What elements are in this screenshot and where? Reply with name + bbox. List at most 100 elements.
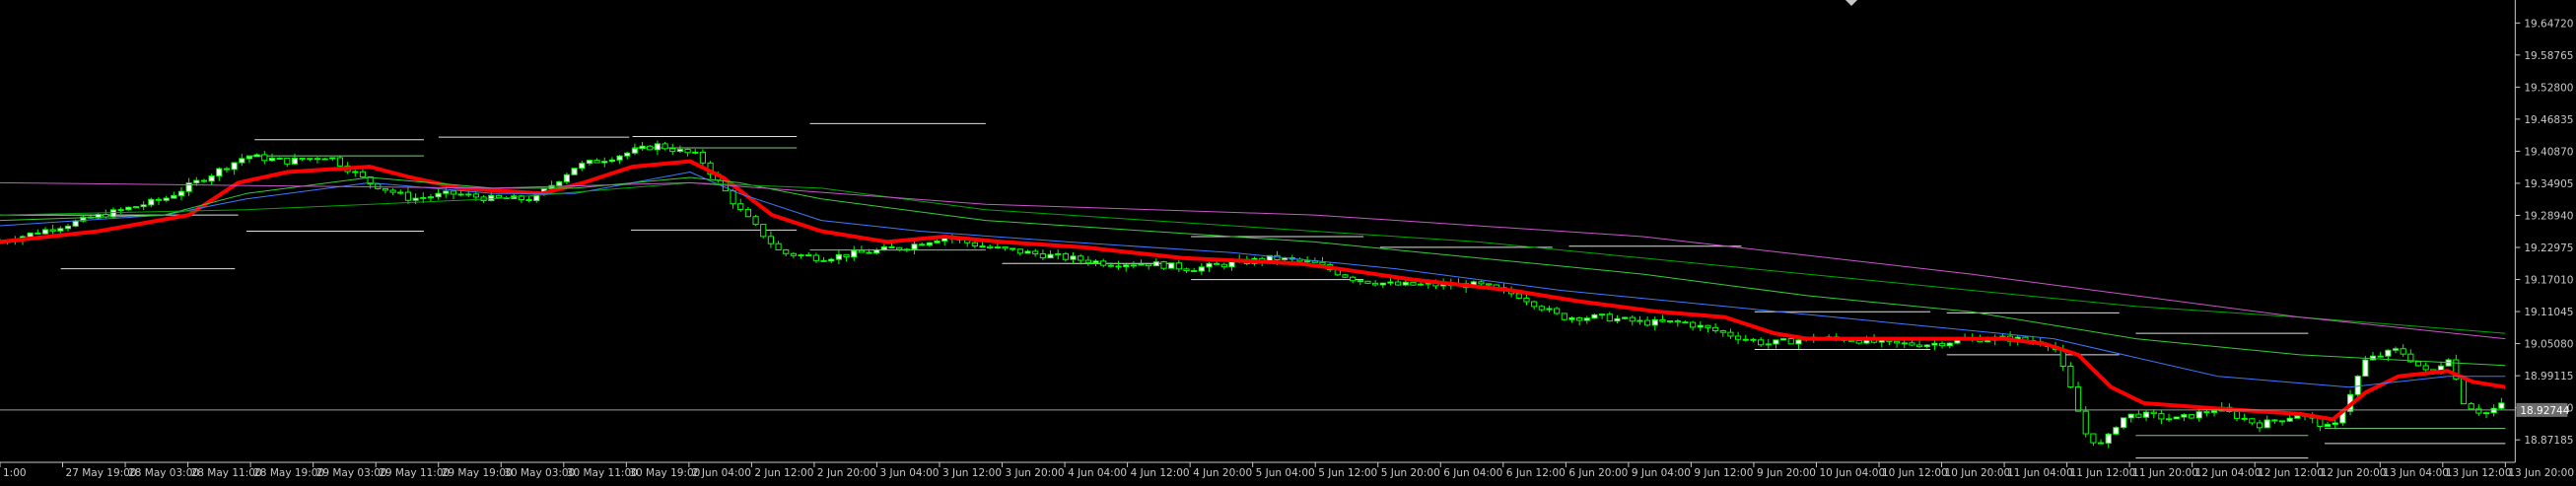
candle-body-155 — [1168, 262, 1175, 269]
moving-averages — [0, 159, 2506, 422]
candle-body-124 — [934, 240, 940, 243]
x-tick-label-26: 9 Jun 04:00 — [1632, 467, 1691, 479]
candle-body-329 — [2482, 412, 2490, 415]
x-tick-label-38: 13 Jun 04:00 — [2383, 467, 2449, 479]
candle-body-54 — [404, 191, 412, 201]
candle-body-39 — [291, 157, 299, 165]
y-tick-label-9: 19.11045 — [2524, 307, 2573, 318]
candle-body-75 — [563, 174, 571, 182]
candle-body-88 — [661, 143, 668, 150]
candle-body-120 — [903, 248, 910, 251]
x-tick-label-33: 11 Jun 12:00 — [2070, 467, 2136, 479]
current-price-label: 18.92744 — [2516, 402, 2570, 417]
x-tick-label-18: 4 Jun 12:00 — [1131, 467, 1190, 479]
candle-body-173 — [1304, 260, 1311, 263]
x-tick-label-6: 29 May 11:00 — [379, 467, 450, 479]
candle-body-92 — [692, 151, 699, 154]
x-tick-label-39: 13 Jun 12:00 — [2446, 467, 2512, 479]
candle-body-204 — [1538, 306, 1545, 311]
candle-body-97 — [730, 190, 736, 205]
chart-shift-marker-icon[interactable] — [1845, 0, 1857, 6]
x-tick-label-31: 10 Jun 20:00 — [1945, 467, 2011, 479]
candle-body-237 — [1787, 338, 1794, 345]
candle-body-292 — [2203, 411, 2210, 414]
candle-body-153 — [1152, 261, 1159, 267]
candle-body-229 — [1727, 331, 1734, 337]
candle-body-312 — [2354, 376, 2361, 395]
candle-body-154 — [1160, 261, 1167, 269]
x-tick-label-21: 5 Jun 12:00 — [1318, 467, 1377, 479]
candle-body-134 — [1010, 247, 1016, 250]
candle-body-317 — [2392, 348, 2400, 351]
candle-body-182 — [1372, 282, 1379, 286]
candle-body-48 — [359, 171, 367, 177]
x-tick-label-0: 1:00 — [3, 467, 27, 479]
candle-body-220 — [1659, 318, 1666, 322]
candle-body-130 — [979, 245, 986, 248]
candle-body-59 — [443, 190, 450, 194]
x-tick-label-40: 13 Jun 20:00 — [2508, 467, 2574, 479]
candle-body-84 — [631, 148, 639, 154]
candle-body-62 — [465, 193, 472, 196]
x-tick-label-32: 11 Jun 04:00 — [2007, 467, 2073, 479]
candle-body-280 — [2113, 427, 2120, 435]
candle-body-87 — [654, 143, 661, 151]
candle-body-123 — [926, 242, 933, 246]
candle-body-116 — [873, 249, 880, 254]
candle-body-318 — [2400, 348, 2406, 355]
candle-body-4 — [27, 232, 34, 238]
candle-body-320 — [2414, 361, 2422, 367]
candle-body-110 — [828, 258, 835, 262]
candle-body-25 — [185, 182, 192, 192]
x-tick-label-11: 2 Jun 04:00 — [692, 467, 751, 479]
moving-average-line-0 — [0, 159, 2506, 422]
candle-body-31 — [231, 162, 238, 171]
candle-body-82 — [616, 155, 623, 161]
candle-body-278 — [2097, 442, 2105, 445]
candle-body-233 — [1758, 339, 1765, 346]
candle-body-227 — [1712, 326, 1719, 332]
candle-body-274 — [2067, 365, 2074, 388]
candle-body-331 — [2498, 402, 2505, 409]
candle-body-103 — [775, 243, 782, 250]
y-tick-label-11: 18.99115 — [2524, 371, 2573, 382]
candle-body-319 — [2407, 353, 2414, 363]
candle-body-206 — [1554, 308, 1561, 314]
candle-body-122 — [919, 243, 926, 246]
candle-body-300 — [2263, 419, 2270, 429]
candle-body-18 — [132, 206, 140, 209]
x-tick-label-24: 6 Jun 12:00 — [1506, 467, 1566, 479]
candle-body-22 — [163, 197, 170, 201]
candle-body-160 — [1206, 262, 1213, 268]
candle-body-185 — [1395, 281, 1402, 286]
level-lines — [0, 122, 2506, 459]
candle-body-299 — [2256, 422, 2263, 429]
candle-body-111 — [835, 253, 842, 260]
candle-body-228 — [1719, 330, 1726, 333]
candlesticks — [0, 140, 2505, 449]
candle-body-133 — [1002, 246, 1009, 249]
candle-body-37 — [276, 157, 283, 160]
candle-body-209 — [1576, 316, 1583, 321]
candle-body-149 — [1123, 264, 1130, 267]
candle-body-282 — [2127, 413, 2134, 419]
candle-body-53 — [397, 191, 404, 194]
candle-body-5 — [35, 232, 41, 235]
x-tick-label-8: 30 May 03:00 — [504, 467, 575, 479]
candle-body-115 — [866, 251, 872, 254]
candle-body-161 — [1214, 262, 1220, 265]
candle-body-42 — [313, 158, 321, 161]
x-tick-label-20: 5 Jun 04:00 — [1256, 467, 1315, 479]
candle-body-201 — [1515, 293, 1522, 299]
candle-body-188 — [1418, 283, 1425, 286]
candle-body-328 — [2475, 408, 2482, 414]
candle-body-105 — [790, 252, 797, 256]
candle-body-235 — [1773, 339, 1779, 345]
candle-body-330 — [2490, 407, 2497, 414]
candle-body-315 — [2377, 355, 2384, 358]
candle-body-157 — [1183, 268, 1190, 272]
candle-body-143 — [1078, 255, 1084, 261]
y-tick-label-1: 19.58765 — [2524, 50, 2573, 62]
